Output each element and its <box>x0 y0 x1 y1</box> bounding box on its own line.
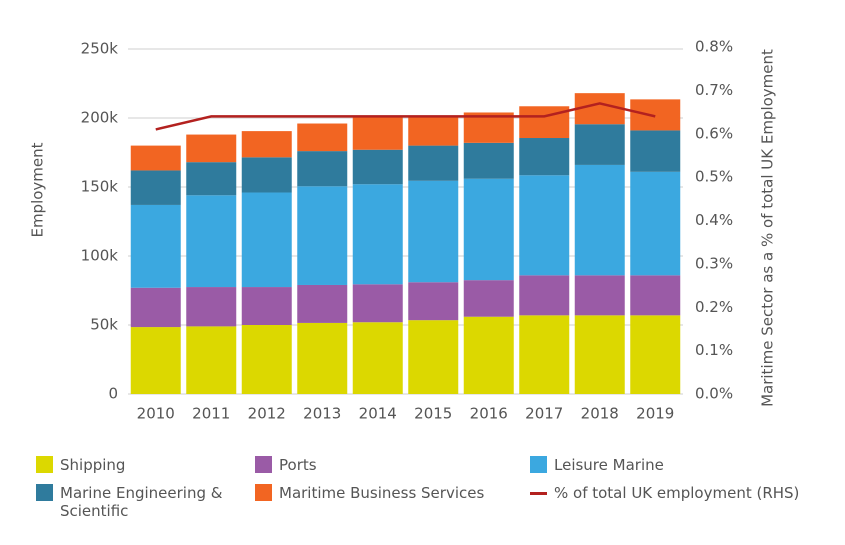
bar <box>352 184 403 285</box>
bar <box>186 162 237 196</box>
x-tick-label: 2010 <box>137 405 175 423</box>
bar <box>408 117 459 146</box>
bar <box>297 284 348 323</box>
legend-swatch <box>255 484 272 501</box>
bar <box>408 282 459 321</box>
legend-item: Ports <box>255 456 555 474</box>
bar <box>630 171 681 276</box>
bar <box>408 320 459 394</box>
bar <box>352 322 403 394</box>
y2-tick-label: 0.0% <box>695 385 733 403</box>
x-tick-label: 2019 <box>636 405 674 423</box>
legend-item: Shipping <box>36 456 236 474</box>
y2-tick-label: 0.6% <box>695 124 733 142</box>
x-tick-label: 2016 <box>470 405 508 423</box>
legend-item: Leisure Marine <box>530 456 830 474</box>
bar <box>297 123 348 152</box>
x-tick-label: 2018 <box>581 405 619 423</box>
bar <box>463 280 514 317</box>
bar <box>130 327 181 394</box>
y2-axis-label: Maritime Sector as a % of total UK Emplo… <box>759 49 777 407</box>
bar <box>463 178 514 281</box>
y-tick-label: 0 <box>108 385 118 403</box>
bar <box>186 326 237 394</box>
x-tick-label: 2012 <box>248 405 286 423</box>
legend-item: Marine Engineering & Scientific <box>36 484 236 520</box>
y-axis-label: Employment <box>29 142 47 237</box>
y2-tick-label: 0.7% <box>695 81 733 99</box>
legend-label: % of total UK employment (RHS) <box>554 484 800 502</box>
legend-item: Maritime Business Services <box>255 484 555 502</box>
x-tick-label: 2015 <box>414 405 452 423</box>
bar <box>130 170 181 205</box>
bar <box>519 315 570 394</box>
bar <box>574 164 625 276</box>
y-tick-label: 200k <box>81 109 119 127</box>
bar <box>630 130 681 172</box>
bar <box>574 315 625 394</box>
legend-label: Maritime Business Services <box>279 484 485 502</box>
bar <box>186 195 237 288</box>
y-tick-label: 100k <box>81 247 119 265</box>
legend-label: Shipping <box>60 456 126 474</box>
bar <box>241 192 292 288</box>
legend-label: Ports <box>279 456 317 474</box>
bar <box>241 325 292 394</box>
bar <box>630 99 681 131</box>
line <box>155 102 656 131</box>
x-tick-label: 2014 <box>359 405 397 423</box>
legend-item: % of total UK employment (RHS) <box>530 484 830 502</box>
bar <box>408 180 459 283</box>
y2-tick-label: 0.2% <box>695 298 733 316</box>
y-tick-label: 250k <box>81 40 119 58</box>
bar <box>352 284 403 323</box>
y2-tick-label: 0.3% <box>695 254 733 272</box>
y2-tick-label: 0.1% <box>695 341 733 359</box>
bar <box>574 275 625 316</box>
legend-label: Leisure Marine <box>554 456 664 474</box>
bar <box>241 157 292 193</box>
bar <box>519 275 570 316</box>
bar <box>186 287 237 327</box>
bar <box>574 124 625 165</box>
bar <box>130 287 181 328</box>
bar <box>297 151 348 187</box>
y2-tick-label: 0.4% <box>695 211 733 229</box>
y2-tick-label: 0.5% <box>695 168 733 186</box>
bar <box>352 149 403 185</box>
legend-swatch <box>36 456 53 473</box>
bar <box>241 287 292 325</box>
bar <box>519 138 570 176</box>
bar <box>352 117 403 150</box>
bar <box>463 142 514 179</box>
x-tick-label: 2013 <box>303 405 341 423</box>
bar <box>130 204 181 288</box>
legend-swatch <box>530 456 547 473</box>
bar <box>630 275 681 316</box>
x-tick-label: 2011 <box>192 405 230 423</box>
x-tick-label: 2017 <box>525 405 563 423</box>
bar <box>186 134 237 163</box>
bar <box>297 322 348 394</box>
bar <box>408 145 459 181</box>
bar <box>241 131 292 158</box>
bar <box>630 315 681 394</box>
legend-label: Marine Engineering & Scientific <box>60 484 223 520</box>
bar <box>519 175 570 276</box>
bar <box>574 93 625 125</box>
legend-swatch <box>255 456 272 473</box>
bar <box>297 186 348 285</box>
bar <box>130 145 181 171</box>
y-tick-label: 50k <box>90 316 118 334</box>
legend-swatch <box>530 492 547 495</box>
y-tick-label: 150k <box>81 178 119 196</box>
bar <box>463 316 514 394</box>
y2-tick-label: 0.8% <box>695 38 733 56</box>
legend-swatch <box>36 484 53 501</box>
